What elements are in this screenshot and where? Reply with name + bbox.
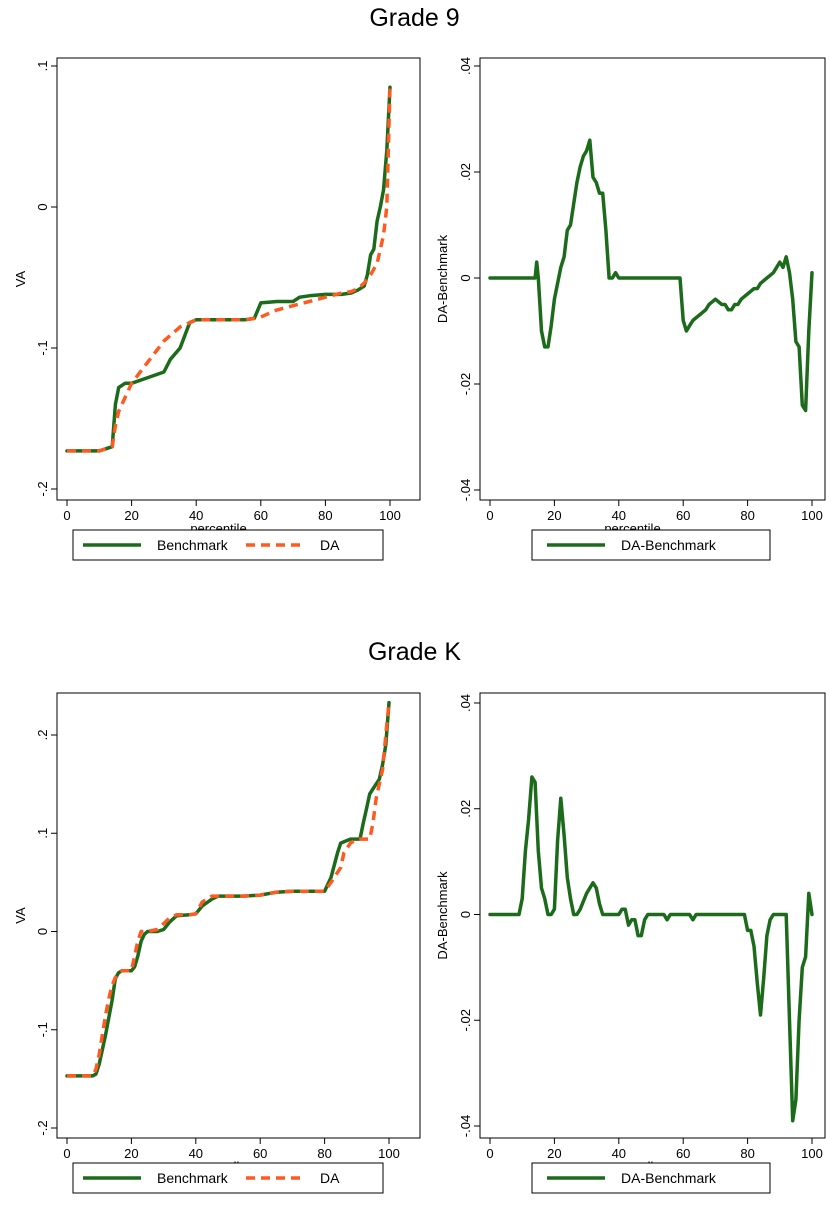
y-tick-label: .2 <box>35 730 50 741</box>
legend-label: DA-Benchmark <box>621 537 717 553</box>
chart-panel-0: 0 20 40 60 80 100percentile-.2-.10.1VABenchma… <box>13 57 421 561</box>
series-line-da <box>67 87 392 453</box>
legend-box <box>72 529 384 561</box>
x-tick-label: 40 <box>189 508 203 523</box>
x-tick-label: 20 <box>547 1146 561 1161</box>
y-axis-label: VA <box>13 270 28 287</box>
series-line-benchmark <box>65 700 391 1078</box>
y-tick-label: -.2 <box>35 1120 50 1135</box>
x-tick-label: 80 <box>317 1146 331 1161</box>
x-tick-label: 20 <box>547 508 561 523</box>
y-tick-label: .04 <box>458 694 473 712</box>
x-tick-label: 100 <box>378 1146 400 1161</box>
x-tick-label: 0 <box>63 508 70 523</box>
plot-frame <box>56 692 421 1139</box>
legend: Benchmark DA <box>72 1162 384 1194</box>
x-tick-label: 0 <box>486 1146 493 1161</box>
chart-panel-3: 020406080100percentile-.04-.020.02.04DA-… <box>435 692 826 1194</box>
y-tick-label: -.04 <box>458 479 473 501</box>
chart-panel-1: 0 20 40 60 80 100percentile-.04-.020.02.04DA-… <box>435 57 826 561</box>
series-line-benchmark <box>65 85 392 453</box>
legend: DA-Benchmark <box>531 1162 771 1194</box>
x-tick-label: 60 <box>676 508 690 523</box>
section-title-grade-9: Grade 9 <box>369 4 460 32</box>
legend: Benchmark DA <box>72 529 384 561</box>
x-tick-label: 40 <box>189 1146 203 1161</box>
series-line-da-benchmark <box>488 138 814 413</box>
section-title-grade-k: Grade K <box>367 638 462 666</box>
legend: DA-Benchmark <box>531 529 771 561</box>
y-axis-label: DA-Benchmark <box>435 234 450 323</box>
y-tick-label: .04 <box>458 57 473 75</box>
legend-label: Benchmark <box>157 1170 229 1186</box>
y-tick-label: 0 <box>458 911 473 918</box>
legend-label: DA <box>320 1170 340 1186</box>
x-tick-label: 100 <box>379 508 401 523</box>
x-tick-label: 80 <box>318 508 332 523</box>
y-tick-label: -.02 <box>458 1009 473 1031</box>
chart-panel-2: 020406080100percentile-.2-.10.1.2VABench… <box>13 692 421 1194</box>
x-tick-label: 40 <box>612 508 626 523</box>
x-tick-label: 60 <box>253 1146 267 1161</box>
x-tick-label: 60 <box>254 508 268 523</box>
x-tick-label: 80 <box>740 1146 754 1161</box>
y-tick-label: 0 <box>35 928 50 935</box>
x-tick-label: 40 <box>612 1146 626 1161</box>
x-tick-label: 0 <box>63 1146 70 1161</box>
plot-frame <box>56 57 421 501</box>
x-tick-label: 20 <box>124 1146 138 1161</box>
y-tick-label: 0 <box>35 203 50 210</box>
x-tick-label: 100 <box>801 508 823 523</box>
y-tick-label: .02 <box>458 800 473 818</box>
y-tick-label: 0 <box>458 274 473 281</box>
y-tick-label: -.1 <box>35 340 50 355</box>
plot-frame <box>479 692 826 1139</box>
y-tick-label: .1 <box>35 828 50 839</box>
legend-label: DA <box>320 537 340 553</box>
x-tick-label: 60 <box>676 1146 690 1161</box>
legend-label: DA-Benchmark <box>621 1170 717 1186</box>
y-tick-label: .02 <box>458 163 473 181</box>
series-line-da <box>67 702 391 1078</box>
x-tick-label: 100 <box>801 1146 823 1161</box>
y-tick-label: -.2 <box>35 481 50 496</box>
legend-label: Benchmark <box>157 537 229 553</box>
y-tick-label: -.04 <box>458 1115 473 1137</box>
plot-frame <box>479 57 826 501</box>
y-tick-label: -.02 <box>458 373 473 395</box>
series-line-da-benchmark <box>488 775 814 1123</box>
y-axis-label: DA-Benchmark <box>435 871 450 960</box>
x-tick-label: 0 <box>486 508 493 523</box>
x-tick-label: 20 <box>124 508 138 523</box>
y-tick-label: .1 <box>35 61 50 72</box>
x-tick-label: 80 <box>740 508 754 523</box>
y-axis-label: VA <box>13 907 28 924</box>
y-tick-label: -.1 <box>35 1022 50 1037</box>
